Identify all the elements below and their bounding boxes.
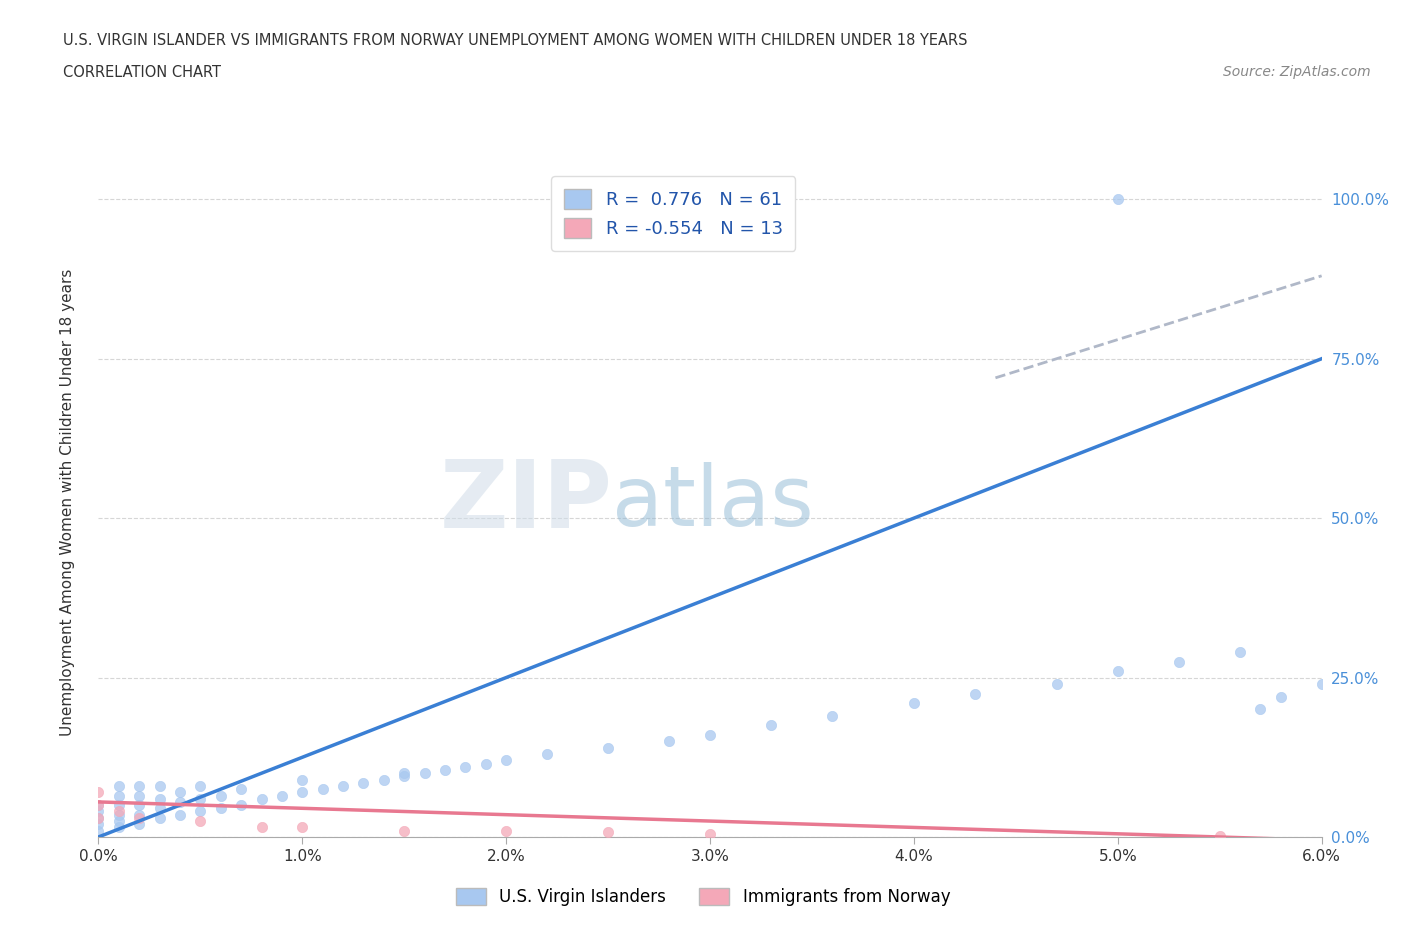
Point (108, 804, 131, 819)
Point (1107, 192, 1129, 206)
Point (1310, 676, 1333, 691)
Point (188, 814, 212, 829)
Point (1208, 829, 1232, 844)
Point (169, 785, 191, 800)
Point (108, 820, 131, 835)
Point (433, 763, 456, 777)
Point (392, 823, 416, 838)
Point (392, 765, 416, 780)
Point (454, 760, 477, 775)
Point (209, 801, 232, 816)
Point (87, 810, 110, 825)
Text: U.S. VIRGIN ISLANDER VS IMMIGRANTS FROM NORWAY UNEMPLOYMENT AMONG WOMEN WITH CHI: U.S. VIRGIN ISLANDER VS IMMIGRANTS FROM … (63, 33, 967, 47)
Point (392, 769, 416, 784)
Point (658, 734, 681, 749)
Point (108, 807, 131, 822)
Point (291, 820, 314, 835)
Point (536, 747, 558, 762)
Point (108, 814, 131, 829)
Point (699, 827, 721, 842)
Point (699, 727, 721, 742)
Point (291, 785, 314, 800)
Point (149, 801, 172, 816)
Point (149, 778, 172, 793)
Point (598, 825, 620, 840)
Point (250, 791, 273, 806)
Point (1045, 676, 1069, 691)
Point (87, 798, 110, 813)
Point (495, 823, 517, 838)
Point (821, 709, 844, 724)
Point (761, 718, 783, 733)
Point (128, 807, 150, 822)
Point (250, 820, 273, 835)
Point (963, 686, 986, 701)
Point (169, 807, 191, 822)
Point (1270, 689, 1292, 704)
Point (495, 753, 517, 768)
Point (209, 788, 232, 803)
Point (352, 776, 374, 790)
Text: CORRELATION CHART: CORRELATION CHART (63, 65, 221, 80)
Point (474, 756, 498, 771)
Point (231, 782, 253, 797)
Point (87, 817, 110, 831)
Point (149, 791, 172, 806)
Point (128, 810, 150, 825)
Point (128, 778, 150, 793)
Point (1107, 664, 1129, 679)
Legend: U.S. Virgin Islanders, Immigrants from Norway: U.S. Virgin Islanders, Immigrants from N… (449, 881, 957, 912)
Point (108, 798, 131, 813)
Legend: R =  0.776   N = 61, R = -0.554   N = 13: R = 0.776 N = 61, R = -0.554 N = 13 (551, 177, 796, 250)
Point (169, 794, 191, 809)
Point (108, 778, 131, 793)
Point (903, 696, 925, 711)
Text: atlas: atlas (612, 461, 814, 543)
Point (332, 778, 354, 793)
Text: Source: ZipAtlas.com: Source: ZipAtlas.com (1223, 65, 1371, 79)
Point (270, 788, 292, 803)
Point (128, 788, 150, 803)
Point (87, 823, 110, 838)
Point (231, 798, 253, 813)
Point (413, 765, 436, 780)
Point (188, 804, 212, 819)
Point (108, 788, 131, 803)
Point (87, 798, 110, 813)
Point (1229, 644, 1251, 659)
Point (598, 740, 620, 755)
Point (87, 804, 110, 819)
Text: ZIP: ZIP (439, 457, 612, 548)
Y-axis label: Unemployment Among Women with Children Under 18 years: Unemployment Among Women with Children U… (60, 269, 75, 736)
Point (311, 782, 335, 797)
Point (1167, 654, 1189, 669)
Point (128, 798, 150, 813)
Point (149, 810, 172, 825)
Point (188, 791, 212, 806)
Point (188, 778, 212, 793)
Point (87, 810, 110, 825)
Point (1249, 702, 1271, 717)
Point (291, 772, 314, 787)
Point (128, 817, 150, 831)
Point (373, 772, 395, 787)
Point (87, 785, 110, 800)
